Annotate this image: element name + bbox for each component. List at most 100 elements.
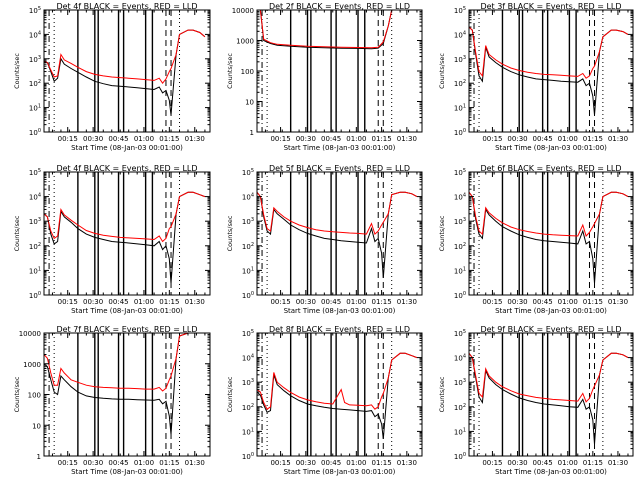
y-tick-exponent: 0 — [251, 291, 254, 297]
y-tick-exponent: 1 — [38, 266, 41, 272]
y-tick-exponent: 1 — [38, 104, 41, 110]
y-tick-exponent: 1 — [463, 104, 466, 110]
y-tick-exponent: 4 — [251, 354, 254, 360]
y-tick-base: 10 — [29, 218, 38, 226]
panel-title: Det 3f BLACK = Events, RED = LLD — [480, 2, 621, 11]
y-tick-exponent: 5 — [463, 329, 466, 335]
y-tick-exponent: 2 — [251, 403, 254, 409]
y-tick-base: 10 — [29, 194, 38, 202]
plot-frame — [256, 171, 423, 296]
y-tick-label: 102 — [454, 403, 466, 412]
y-tick-label: 103 — [242, 378, 254, 387]
y-tick-label: 104 — [242, 193, 254, 202]
y-tick-label: 104 — [29, 30, 41, 39]
y-tick-base: 10 — [29, 243, 38, 251]
plot-frame — [468, 171, 634, 296]
x-axis-label: Start Time (08-Jan-03 00:01:00) — [495, 307, 607, 315]
x-tick-label: 01:30 — [608, 135, 628, 143]
x-tick-label: 00:30 — [83, 135, 103, 143]
panel-title: Det 4f BLACK = Events, RED = LLD — [56, 164, 197, 173]
y-tick-exponent: 4 — [251, 193, 254, 199]
series-line-black — [257, 10, 417, 50]
y-tick-label: 105 — [242, 168, 254, 177]
x-tick-label: 01:30 — [185, 135, 205, 143]
y-tick-exponent: 1 — [251, 427, 254, 433]
x-tick-label: 01:15 — [583, 298, 603, 306]
x-axis-label: Start Time (08-Jan-03 00:01:00) — [71, 468, 183, 476]
y-tick-base: 10 — [29, 31, 38, 39]
x-tick-label: 01:00 — [558, 298, 578, 306]
y-tick-exponent: 2 — [463, 242, 466, 248]
y-tick-label: 104 — [454, 30, 466, 39]
plot-frame — [43, 171, 211, 296]
x-tick-label: 01:30 — [397, 298, 417, 306]
x-tick-label: 00:30 — [83, 459, 103, 467]
y-tick-base: 10 — [242, 404, 251, 412]
y-tick-label: 1000 — [23, 361, 41, 369]
x-tick-label: 00:45 — [321, 459, 341, 467]
y-tick-label: 101 — [454, 266, 466, 275]
y-tick-exponent: 4 — [38, 193, 41, 199]
y-axis-label: Counts/sec — [13, 53, 21, 89]
x-tick-label: 00:30 — [507, 135, 527, 143]
x-tick-label: 01:15 — [371, 298, 391, 306]
y-tick-base: 10 — [29, 129, 38, 137]
y-tick-label: 10 — [245, 99, 254, 107]
y-tick-base: 10 — [454, 218, 463, 226]
plot-frame — [256, 9, 423, 133]
y-tick-exponent: 3 — [251, 217, 254, 223]
panel-title: Det 9f BLACK = Events, RED = LLD — [480, 325, 621, 334]
panel-title: Det 7f BLACK = Events, RED = LLD — [56, 325, 197, 334]
x-axis-label: Start Time (08-Jan-03 00:01:00) — [71, 144, 183, 152]
x-axis-label: Start Time (08-Jan-03 00:01:00) — [284, 468, 396, 476]
series-line-red — [257, 191, 418, 236]
x-tick-label: 00:45 — [533, 298, 553, 306]
panel-title: Det 5f BLACK = Events, RED = LLD — [269, 164, 410, 173]
y-tick-label: 100 — [454, 128, 466, 137]
y-tick-label: 1000 — [236, 38, 254, 46]
y-tick-label: 101 — [29, 266, 41, 275]
y-axis-label: Counts/sec — [226, 376, 234, 412]
y-tick-base: 10 — [242, 243, 251, 251]
y-tick-exponent: 1 — [251, 266, 254, 272]
y-tick-base: 10 — [29, 105, 38, 113]
y-tick-label: 104 — [29, 193, 41, 202]
y-tick-base: 10 — [454, 169, 463, 177]
y-tick-label: 103 — [454, 217, 466, 226]
panel-title: Det 6f BLACK = Events, RED = LLD — [480, 164, 621, 173]
y-tick-label: 105 — [29, 168, 41, 177]
y-tick-base: 10 — [29, 7, 38, 15]
series-line-black — [469, 26, 629, 115]
x-tick-label: 01:00 — [134, 298, 154, 306]
y-tick-exponent: 0 — [463, 291, 466, 297]
y-tick-base: 10 — [242, 267, 251, 275]
y-tick-exponent: 3 — [251, 378, 254, 384]
y-axis-label: Counts/sec — [438, 215, 446, 251]
y-tick-label: 102 — [29, 79, 41, 88]
y-axis-label: Counts/sec — [226, 215, 234, 251]
x-tick-label: 00:15 — [482, 135, 502, 143]
x-tick-label: 00:15 — [270, 459, 290, 467]
y-tick-exponent: 4 — [463, 30, 466, 36]
x-tick-label: 01:00 — [346, 298, 366, 306]
x-tick-label: 01:00 — [558, 459, 578, 467]
y-tick-base: 10 — [242, 428, 251, 436]
y-tick-exponent: 5 — [38, 6, 41, 12]
x-tick-label: 01:15 — [159, 459, 179, 467]
y-tick-label: 101 — [454, 427, 466, 436]
y-tick-label: 103 — [29, 217, 41, 226]
y-tick-label: 102 — [454, 79, 466, 88]
x-tick-label: 00:30 — [296, 298, 316, 306]
y-tick-base: 10 — [454, 129, 463, 137]
y-tick-base: 10 — [454, 292, 463, 300]
x-tick-label: 00:45 — [321, 135, 341, 143]
y-tick-exponent: 5 — [463, 168, 466, 174]
y-tick-exponent: 2 — [38, 242, 41, 248]
y-tick-base: 10 — [29, 169, 38, 177]
y-tick-base: 10 — [454, 56, 463, 64]
series-line-red — [44, 29, 206, 85]
x-tick-label: 01:15 — [159, 298, 179, 306]
y-tick-base: 10 — [454, 80, 463, 88]
x-tick-label: 01:30 — [185, 298, 205, 306]
panel-title: Det 8f BLACK = Events, RED = LLD — [269, 325, 410, 334]
